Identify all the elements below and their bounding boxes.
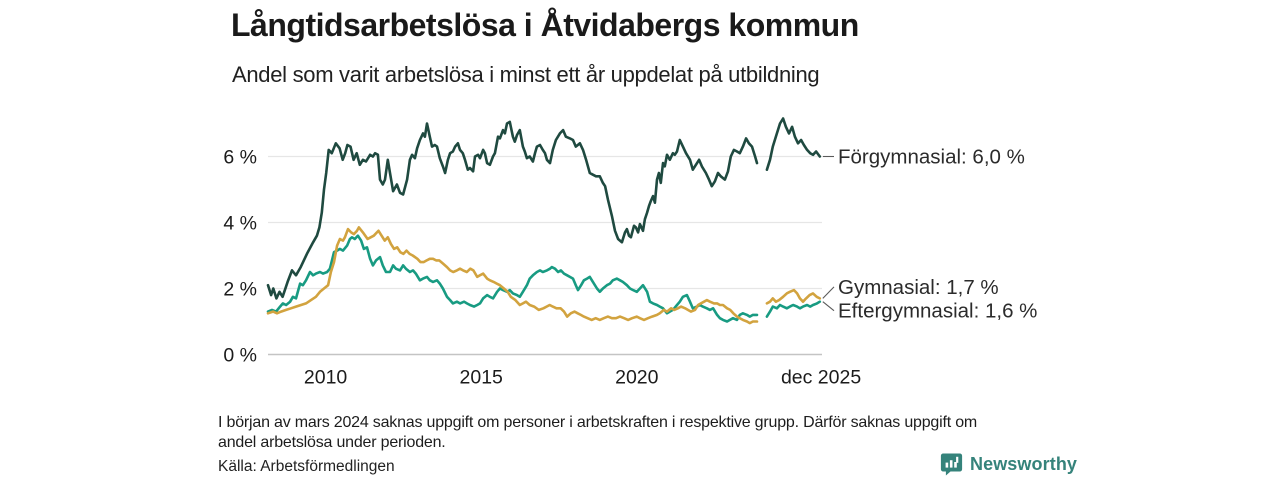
series-line-förgymnasial (765, 117, 822, 171)
series-end-label-eftergymnasial: Eftergymnasial: 1,6 % (838, 300, 1037, 323)
footnote-line-1: I början av mars 2024 saknas uppgift om … (218, 414, 978, 431)
footnote-line-2: andel arbetslösa under perioden. (218, 434, 446, 451)
series-end-label-gymnasial: Gymnasial: 1,7 % (838, 276, 999, 299)
x-tick-label: 2010 (304, 367, 348, 389)
page-title: Långtidsarbetslösa i Åtvidabergs kommun (231, 7, 859, 43)
y-tick-label: 4 % (223, 213, 257, 235)
series-end-label-förgymnasial: Förgymnasial: 6,0 % (838, 146, 1025, 169)
series-line-gymnasial (765, 288, 822, 305)
newsworthy-logo: Newsworthy (940, 452, 1077, 476)
label-connector-gymnasial (822, 286, 835, 299)
x-tick-label: 2015 (460, 367, 504, 389)
source-label: Källa: Arbetsförmedlingen (218, 458, 395, 475)
footnote: I början av mars 2024 saknas uppgift om … (218, 413, 977, 453)
label-connector-eftergymnasial (822, 301, 835, 312)
x-tick-label: 2020 (615, 367, 659, 389)
y-tick-label: 0 % (223, 345, 257, 367)
newsworthy-bar-chart-bubble-icon (940, 453, 963, 476)
series-line-förgymnasial (266, 120, 759, 300)
page-subtitle: Andel som varit arbetslösa i minst ett å… (232, 62, 820, 87)
x-tick-label: dec 2025 (781, 367, 861, 389)
newsworthy-wordmark: Newsworthy (970, 453, 1078, 474)
series-line-eftergymnasial (765, 300, 822, 318)
series-line-gymnasial (266, 226, 759, 325)
y-tick-label: 2 % (223, 279, 257, 301)
y-tick-label: 6 % (223, 147, 257, 169)
